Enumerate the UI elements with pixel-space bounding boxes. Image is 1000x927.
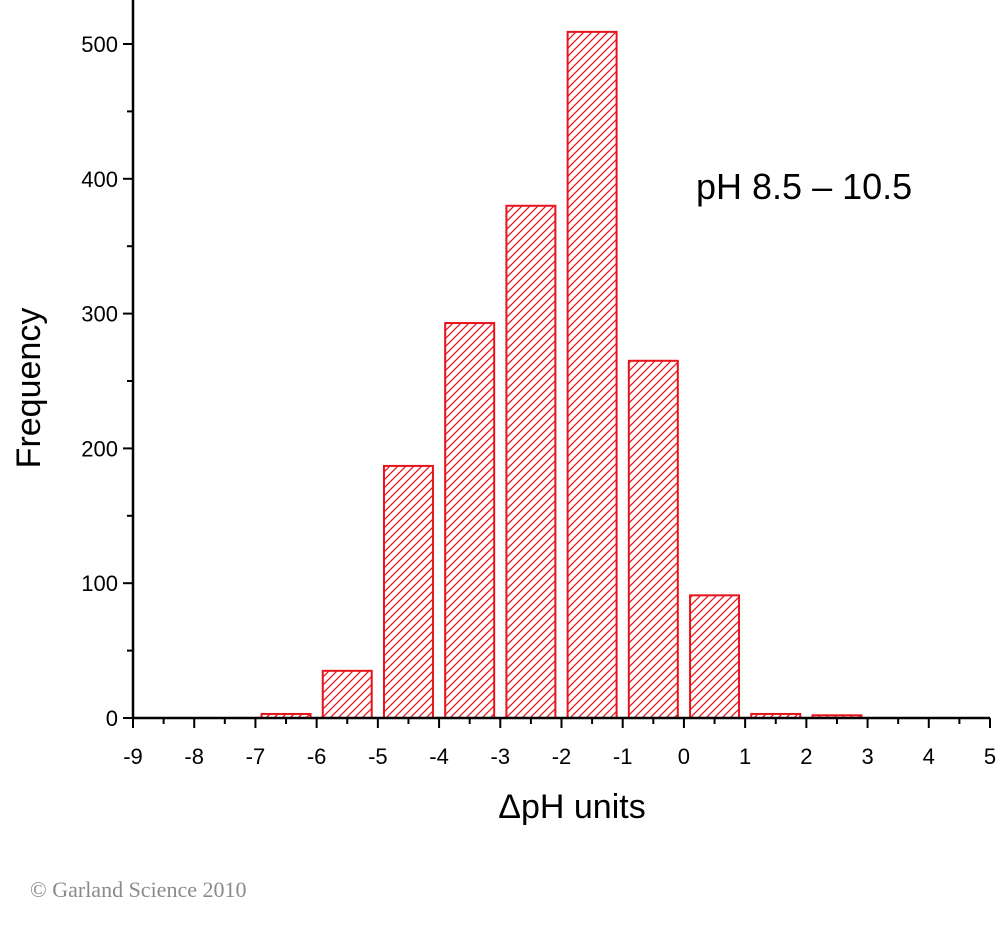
x-tick-label: 1: [739, 744, 751, 769]
y-tick-label: 100: [81, 571, 118, 596]
y-ticks: 0 100 200 300 400 500: [81, 32, 133, 731]
bar: [382, 464, 434, 720]
x-tick-label: -9: [123, 744, 143, 769]
x-tick-label: -4: [429, 744, 449, 769]
x-tick-label: -5: [368, 744, 388, 769]
x-tick-label: 5: [984, 744, 996, 769]
x-tick-label: -6: [307, 744, 327, 769]
y-tick-label: 200: [81, 436, 118, 461]
x-ticks: -9 -8 -7 -6 -5 -4 -3 -2 -1 0 1 2 3 4 5: [123, 718, 996, 769]
x-tick-label: -1: [613, 744, 633, 769]
y-tick-label: 500: [81, 32, 118, 57]
x-tick-label: 0: [678, 744, 690, 769]
ph-range-annotation: pH 8.5 – 10.5: [696, 166, 912, 207]
y-axis-title: Frequency: [10, 308, 48, 469]
bar: [444, 322, 496, 719]
bar: [627, 359, 679, 719]
x-tick-label: -3: [491, 744, 511, 769]
bars: [260, 30, 863, 720]
bar: [505, 204, 557, 719]
x-tick-label: -8: [184, 744, 204, 769]
x-tick-label: -7: [246, 744, 266, 769]
x-tick-label: 2: [800, 744, 812, 769]
bar: [689, 594, 741, 719]
x-axis-title: ΔpH units: [498, 788, 645, 826]
x-tick-label: -2: [552, 744, 572, 769]
bar: [321, 669, 373, 720]
copyright-notice: © Garland Science 2010: [30, 877, 247, 902]
bar: [566, 30, 618, 720]
y-tick-label: 400: [81, 167, 118, 192]
x-tick-label: 3: [861, 744, 873, 769]
x-tick-label: 4: [923, 744, 935, 769]
y-tick-label: 300: [81, 302, 118, 327]
y-tick-label: 0: [106, 706, 118, 731]
